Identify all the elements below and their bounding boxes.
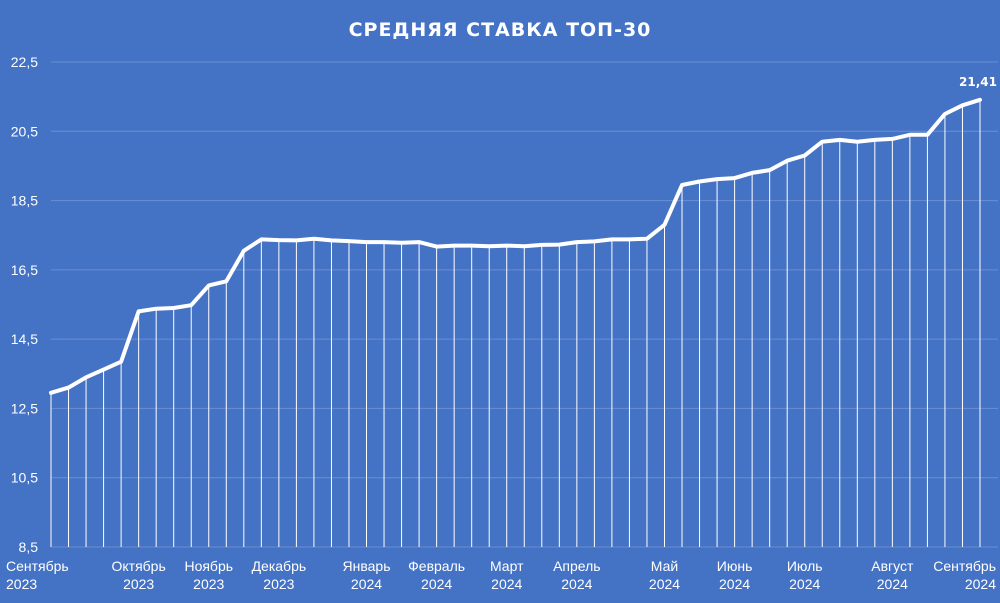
y-tick-label: 20,5 [11,123,38,139]
x-tick-month: Июнь [717,558,753,574]
drop-lines-layer [50,99,981,547]
chart-title: СРЕДНЯЯ СТАВКА ТОП-30 [349,19,652,41]
x-tick-year: 2024 [649,576,680,592]
x-tick-year: 2024 [789,576,820,592]
data-labels: 21,41 [959,75,997,89]
x-tick-month: Сентябрь [6,558,69,574]
x-tick-year: 2023 [193,576,224,592]
x-tick-year: 2024 [421,576,452,592]
x-tick-month: Февраль [408,558,465,574]
x-tick-year: 2024 [877,576,908,592]
y-tick-label: 16,5 [11,262,38,278]
x-tick-month: Август [871,558,914,574]
y-tick-label: 14,5 [11,331,38,347]
x-tick-month: Июль [787,558,823,574]
x-tick-year: 2023 [123,576,154,592]
x-tick-year: 2024 [561,576,592,592]
x-tick-year: 2024 [719,576,750,592]
y-tick-label: 22,5 [11,54,38,70]
x-tick-month: Март [490,558,524,574]
y-tick-label: 18,5 [11,193,38,209]
y-tick-label: 8,5 [19,539,39,555]
x-tick-month: Декабрь [252,558,307,574]
x-tick-year: 2023 [6,576,37,592]
x-tick-year: 2024 [351,576,382,592]
series-line [49,97,982,395]
x-tick-month: Октябрь [112,558,166,574]
x-tick-year: 2024 [965,576,996,592]
x-tick-year: 2024 [491,576,522,592]
x-tick-month: Май [651,558,678,574]
x-tick-month: Сентябрь [933,558,996,574]
y-axis-ticks: 8,5 10,5 12,5 14,5 16,5 18,5 20,5 22,5 [11,54,38,555]
series-layer [49,97,982,395]
x-axis-ticks: Сентябрь 2023 Октябрь 2023 Ноябрь 2023 Декабрь… [6,558,996,592]
y-tick-label: 12,5 [11,400,38,416]
data-label: 21,41 [959,75,997,89]
x-tick-month: Апрель [553,558,601,574]
y-tick-label: 10,5 [11,470,38,486]
x-tick-month: Ноябрь [184,558,233,574]
x-tick-month: Январь [343,558,391,574]
x-tick-year: 2023 [263,576,294,592]
